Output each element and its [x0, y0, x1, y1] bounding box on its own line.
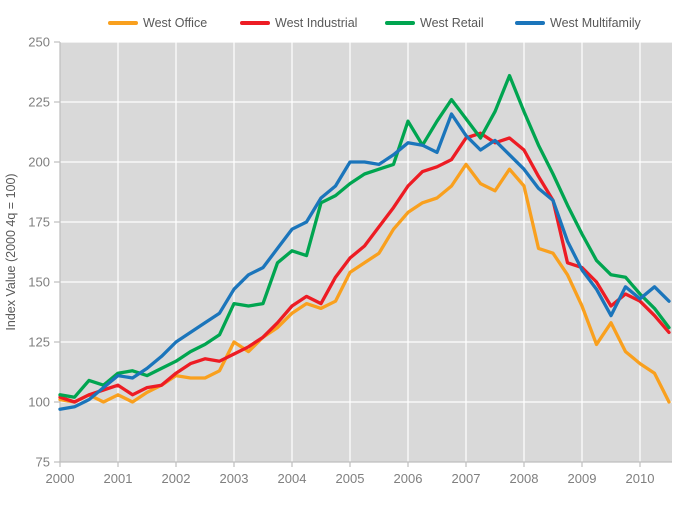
x-tick-label: 2002: [162, 471, 191, 486]
legend-label: West Industrial: [275, 16, 358, 30]
legend-swatch-icon: [385, 21, 415, 25]
y-tick-label: 225: [28, 95, 50, 110]
legend-swatch-icon: [515, 21, 545, 25]
x-tick-label: 2000: [46, 471, 75, 486]
x-tick-label: 2001: [104, 471, 133, 486]
legend-item-west-multifamily: West Multifamily: [515, 13, 641, 33]
series-line-west-multifamily: [58, 112, 671, 411]
y-tick-label: 175: [28, 215, 50, 230]
y-tick-label: 100: [28, 395, 50, 410]
x-tick-label: 2005: [336, 471, 365, 486]
legend-swatch-icon: [240, 21, 270, 25]
legend-label: West Multifamily: [550, 16, 641, 30]
x-tick-label: 2010: [626, 471, 655, 486]
y-tick-label: 125: [28, 335, 50, 350]
chart-legend: West Office West Industrial West Retail Wes…: [0, 13, 700, 33]
y-tick-label: 200: [28, 155, 50, 170]
legend-label: West Office: [143, 16, 208, 30]
legend-item-west-industrial: West Industrial: [240, 13, 357, 33]
x-tick-label: 2004: [278, 471, 307, 486]
series-line-west-retail: [58, 73, 671, 399]
x-tick-label: 2008: [510, 471, 539, 486]
plot-area: [60, 42, 672, 462]
x-tick-label: 2007: [452, 471, 481, 486]
y-axis-title: Index Value (2000 4q = 100): [4, 173, 18, 330]
legend-item-west-office: West Office: [108, 13, 207, 33]
legend-label: West Retail: [420, 16, 484, 30]
y-tick-label: 250: [28, 35, 50, 50]
y-tick-label: 150: [28, 275, 50, 290]
x-tick-label: 2003: [220, 471, 249, 486]
legend-item-west-retail: West Retail: [385, 13, 484, 33]
legend-swatch-icon: [108, 21, 138, 25]
series-line-west-industrial: [58, 131, 671, 404]
y-tick-label: 75: [36, 455, 50, 470]
x-tick-label: 2006: [394, 471, 423, 486]
x-tick-label: 2009: [568, 471, 597, 486]
